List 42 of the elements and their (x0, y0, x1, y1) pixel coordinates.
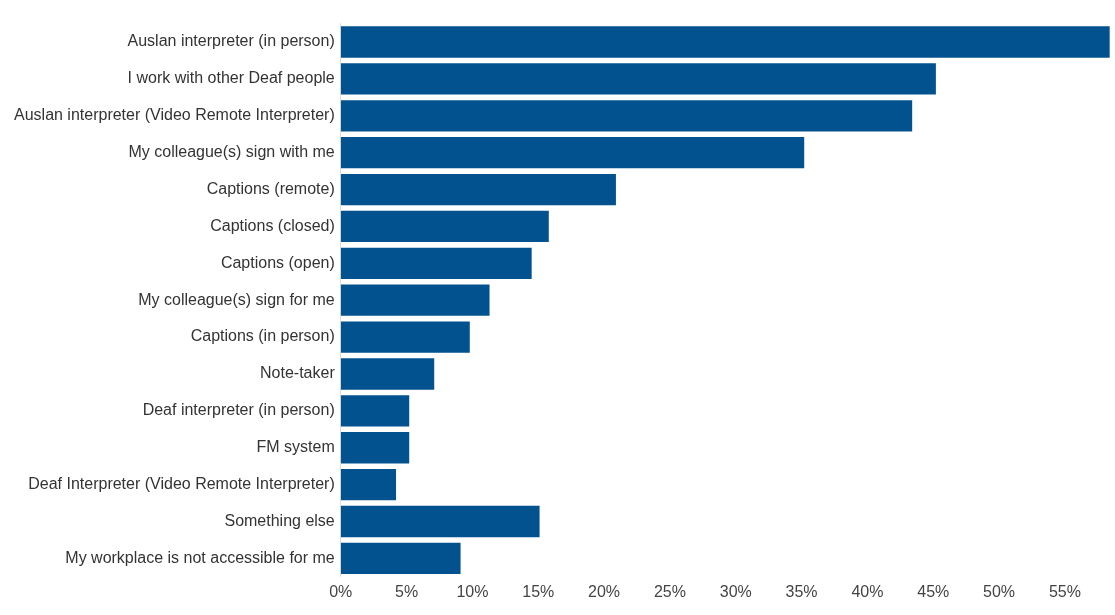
bar (340, 26, 1110, 58)
x-tick-label: 35% (785, 582, 818, 600)
x-tick-label: 45% (917, 582, 950, 600)
y-tick-label: Something else (224, 511, 335, 529)
bar (340, 284, 490, 316)
y-tick-label: Deaf interpreter (in person) (142, 401, 335, 419)
bar (340, 395, 410, 427)
bar (340, 321, 470, 353)
x-tick-label: 15% (522, 582, 555, 600)
bar (340, 432, 410, 464)
y-tick-label: Captions (remote) (206, 179, 335, 197)
bar (340, 100, 913, 132)
bar (340, 358, 435, 390)
y-tick-label: I work with other Deaf people (127, 69, 335, 87)
bar (340, 210, 549, 243)
y-tick-label: Note-taker (260, 364, 336, 382)
y-tick-label: FM system (256, 438, 335, 456)
bar (340, 137, 805, 169)
y-tick-label: Captions (closed) (210, 216, 335, 234)
x-tick-label: 30% (719, 582, 752, 600)
x-tick-label: 55% (1048, 582, 1081, 600)
y-tick-label: Deaf Interpreter (Video Remote Interpreter) (28, 475, 335, 493)
x-tick-label: 25% (653, 582, 686, 600)
x-tick-label: 40% (851, 582, 884, 600)
bar (340, 247, 532, 279)
bar (340, 505, 540, 538)
x-tick-label: 5% (395, 582, 419, 600)
y-tick-label: My workplace is not accessible for me (65, 548, 335, 566)
x-tick-label: 50% (983, 582, 1016, 600)
y-tick-label: My colleague(s) sign for me (138, 290, 335, 308)
y-tick-label: Auslan interpreter (Video Remote Interpreter) (14, 106, 335, 124)
bar (340, 63, 936, 95)
x-tick-label: 0% (329, 582, 353, 600)
y-tick-label: Auslan interpreter (in person) (127, 32, 335, 50)
y-tick-label: My colleague(s) sign with me (128, 143, 335, 161)
bar (340, 542, 461, 575)
y-tick-label: Captions (open) (220, 253, 335, 271)
bar (340, 468, 397, 501)
bar (340, 173, 616, 206)
x-tick-label: 10% (456, 582, 489, 600)
y-tick-label: Captions (in person) (190, 327, 335, 345)
x-tick-label: 20% (588, 582, 621, 600)
